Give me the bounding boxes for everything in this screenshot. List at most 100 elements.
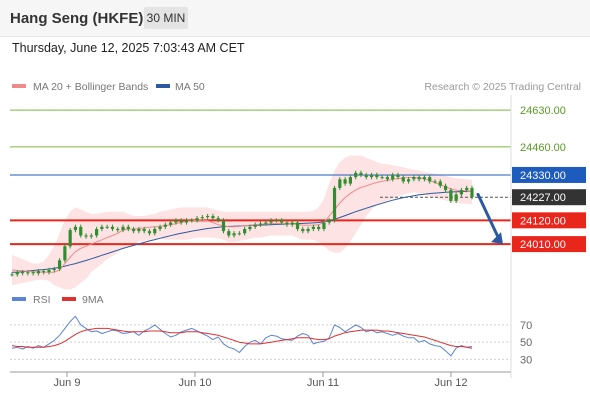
resistance-label: 24460.00	[520, 142, 566, 154]
candle-body	[258, 223, 263, 225]
candle-body	[132, 228, 136, 232]
ma20-legend-swatch	[12, 84, 26, 88]
candle-body	[385, 177, 390, 180]
candle-body	[227, 231, 231, 236]
candle-body	[121, 226, 125, 231]
rsi-tick-label: 30	[520, 354, 532, 366]
candle-body	[465, 187, 469, 191]
candle-body	[401, 177, 405, 182]
candle-body	[137, 228, 141, 232]
rsi-tick-label: 50	[520, 337, 532, 349]
candle-body	[243, 228, 247, 234]
candle-body	[195, 218, 199, 221]
candle-body	[179, 220, 183, 223]
candle-body	[232, 233, 236, 236]
candle-body	[364, 174, 368, 178]
x-axis: Jun 9 Jun 10 Jun 11 Jun 12	[54, 372, 468, 389]
candle-body	[322, 222, 326, 229]
current-price-label: 24227.00	[520, 192, 566, 204]
candle-body	[36, 271, 41, 274]
candle-body	[221, 220, 226, 232]
candle-body	[391, 174, 395, 180]
candle-body	[332, 187, 337, 221]
candle-body	[163, 224, 167, 227]
candle-body	[417, 177, 421, 180]
candle-body	[375, 174, 379, 178]
candle-body	[31, 272, 35, 274]
candle-body	[100, 226, 104, 229]
candle-body	[105, 226, 109, 228]
x-axis-label: Jun 11	[307, 377, 339, 389]
candle-body	[174, 220, 178, 223]
ma50-legend-label: MA 50	[175, 81, 205, 93]
candle-body	[110, 226, 115, 229]
candle-body	[94, 228, 99, 236]
pivot-price-label: 24330.00	[520, 170, 566, 182]
candle-body	[15, 272, 19, 275]
candle-body	[147, 231, 152, 234]
candle-body	[274, 220, 278, 222]
candle-body	[343, 179, 347, 184]
timeframe-button[interactable]: 30 MIN	[144, 7, 188, 29]
candle-body	[253, 224, 257, 227]
candle-body	[68, 230, 72, 247]
candle-body	[380, 177, 384, 179]
x-axis-label: Jun 12	[434, 377, 467, 389]
copyright-credit: Research © 2025 Trading Central	[424, 81, 581, 93]
projection-arrowhead	[491, 232, 503, 245]
candle-body	[327, 220, 331, 223]
candle-body	[20, 272, 25, 274]
ma9-legend-label: 9MA	[82, 294, 104, 306]
candle-body	[237, 233, 241, 235]
candle-body	[200, 217, 204, 219]
candle-body	[158, 226, 162, 229]
rsi-legend-swatch	[12, 297, 26, 301]
candle-body	[47, 270, 51, 273]
candle-body	[142, 228, 146, 232]
candle-body	[26, 272, 30, 274]
candle-body	[57, 260, 62, 269]
candle-body	[216, 218, 220, 221]
candle-body	[73, 226, 78, 231]
ma20-line	[11, 177, 473, 273]
support-price-label: 24120.00	[520, 215, 566, 227]
instrument-title: Hang Seng (HKFE)	[10, 10, 144, 27]
candle-body	[280, 220, 284, 223]
candle-body	[422, 177, 427, 180]
chart-header: Hang Seng (HKFE) 30 MIN	[0, 0, 590, 37]
candle-body	[433, 181, 437, 183]
candle-body	[211, 216, 215, 219]
timestamp: Thursday, June 12, 2025 7:03:43 AM CET	[12, 41, 245, 55]
candle-body	[290, 222, 294, 225]
candle-body	[190, 220, 194, 222]
candle-body	[369, 174, 374, 178]
candle-body	[301, 228, 305, 232]
candles	[10, 170, 474, 277]
ma50-legend-swatch	[156, 84, 170, 88]
candle-body	[306, 228, 310, 232]
candle-body	[295, 222, 300, 229]
candle-body	[412, 177, 416, 180]
candle-body	[264, 222, 268, 224]
rsi-9ma-line	[11, 327, 473, 349]
rsi-tick-label: 70	[520, 320, 532, 332]
projection-arrow	[476, 192, 501, 241]
x-axis-label: Jun 10	[178, 377, 211, 389]
candle-body	[449, 190, 453, 201]
candle-body	[79, 226, 83, 236]
candle-body	[153, 228, 157, 234]
main-plot-area: 24630.00 24460.00 24330.00 24227.00 24120.00…	[10, 105, 586, 290]
candle-body	[116, 228, 120, 231]
candle-body	[443, 185, 448, 191]
candle-body	[89, 235, 93, 237]
candle-body	[428, 177, 432, 182]
candle-body	[459, 190, 464, 195]
candle-body	[317, 226, 321, 229]
candle-body	[10, 274, 14, 276]
candle-body	[206, 216, 210, 218]
candle-body	[269, 220, 273, 223]
candle-body	[84, 235, 88, 237]
candle-body	[63, 246, 67, 261]
current-label-bg	[512, 189, 586, 206]
